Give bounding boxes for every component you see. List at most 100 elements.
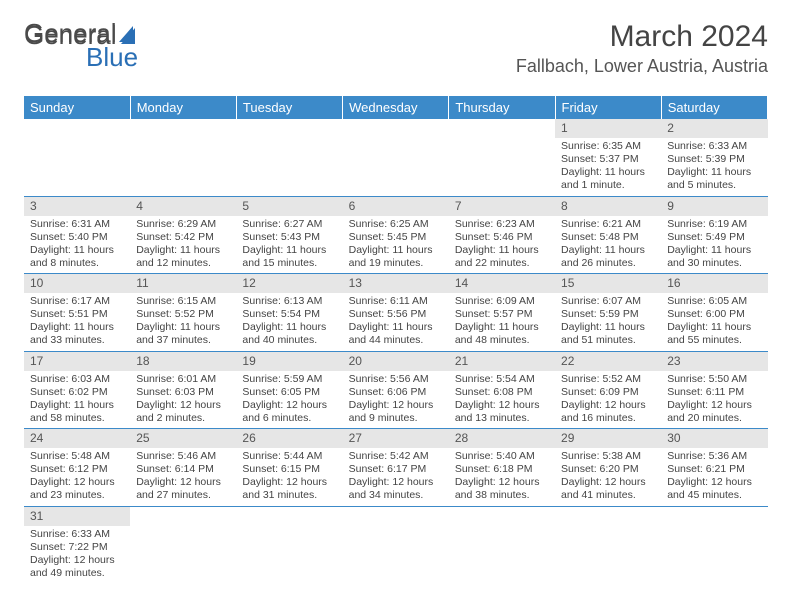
daylight-text-1: Daylight: 11 hours xyxy=(30,244,124,257)
daylight-text-1: Daylight: 12 hours xyxy=(349,476,443,489)
daylight-text-1: Daylight: 11 hours xyxy=(349,244,443,257)
daylight-text-1: Daylight: 11 hours xyxy=(30,321,124,334)
day-details-cell: Sunrise: 6:29 AMSunset: 5:42 PMDaylight:… xyxy=(130,216,236,274)
day-details-cell: Sunrise: 5:48 AMSunset: 6:12 PMDaylight:… xyxy=(24,448,130,506)
brand-text-2: Blue xyxy=(24,46,138,69)
day-details-cell xyxy=(130,138,236,196)
daynum-row: 12 xyxy=(24,119,768,138)
day-details-cell: Sunrise: 6:09 AMSunset: 5:57 PMDaylight:… xyxy=(449,293,555,351)
sunset-text: Sunset: 6:20 PM xyxy=(561,463,655,476)
daylight-text-2: and 13 minutes. xyxy=(455,412,549,425)
daylight-text-2: and 48 minutes. xyxy=(455,334,549,347)
sunrise-text: Sunrise: 6:05 AM xyxy=(667,295,761,308)
day-number-cell: 31 xyxy=(24,506,130,526)
daylight-text-2: and 40 minutes. xyxy=(242,334,336,347)
day-details-cell xyxy=(236,526,342,584)
sunrise-text: Sunrise: 5:38 AM xyxy=(561,450,655,463)
day-number-cell xyxy=(236,506,342,526)
day-details-cell: Sunrise: 5:40 AMSunset: 6:18 PMDaylight:… xyxy=(449,448,555,506)
day-number-cell xyxy=(343,119,449,138)
daylight-text-1: Daylight: 11 hours xyxy=(349,321,443,334)
daylight-text-2: and 31 minutes. xyxy=(242,489,336,502)
sunrise-text: Sunrise: 5:50 AM xyxy=(667,373,761,386)
daylight-text-2: and 15 minutes. xyxy=(242,257,336,270)
day-details-cell: Sunrise: 5:59 AMSunset: 6:05 PMDaylight:… xyxy=(236,371,342,429)
sunset-text: Sunset: 5:51 PM xyxy=(30,308,124,321)
weekday-header: Sunday xyxy=(24,96,130,119)
daylight-text-2: and 38 minutes. xyxy=(455,489,549,502)
daynum-row: 24252627282930 xyxy=(24,429,768,449)
day-details-cell: Sunrise: 5:36 AMSunset: 6:21 PMDaylight:… xyxy=(661,448,767,506)
sunset-text: Sunset: 6:21 PM xyxy=(667,463,761,476)
day-details-cell xyxy=(236,138,342,196)
daynum-row: 17181920212223 xyxy=(24,351,768,371)
sunset-text: Sunset: 5:57 PM xyxy=(455,308,549,321)
daylight-text-2: and 23 minutes. xyxy=(30,489,124,502)
day-number-cell: 26 xyxy=(236,429,342,449)
daylight-text-2: and 12 minutes. xyxy=(136,257,230,270)
day-details-cell: Sunrise: 5:38 AMSunset: 6:20 PMDaylight:… xyxy=(555,448,661,506)
day-details-cell: Sunrise: 6:33 AMSunset: 7:22 PMDaylight:… xyxy=(24,526,130,584)
day-number-cell: 2 xyxy=(661,119,767,138)
day-details-cell: Sunrise: 6:05 AMSunset: 6:00 PMDaylight:… xyxy=(661,293,767,351)
daylight-text-1: Daylight: 11 hours xyxy=(242,321,336,334)
sunrise-text: Sunrise: 6:15 AM xyxy=(136,295,230,308)
sunset-text: Sunset: 6:05 PM xyxy=(242,386,336,399)
sunset-text: Sunset: 5:49 PM xyxy=(667,231,761,244)
sunrise-text: Sunrise: 6:21 AM xyxy=(561,218,655,231)
day-number-cell xyxy=(130,506,236,526)
day-number-cell: 10 xyxy=(24,274,130,294)
daylight-text-2: and 55 minutes. xyxy=(667,334,761,347)
day-details-cell xyxy=(130,526,236,584)
day-number-cell: 13 xyxy=(343,274,449,294)
day-details-cell xyxy=(449,138,555,196)
day-details-cell: Sunrise: 6:19 AMSunset: 5:49 PMDaylight:… xyxy=(661,216,767,274)
day-details-cell: Sunrise: 6:21 AMSunset: 5:48 PMDaylight:… xyxy=(555,216,661,274)
daylight-text-1: Daylight: 12 hours xyxy=(455,399,549,412)
details-row: Sunrise: 6:33 AMSunset: 7:22 PMDaylight:… xyxy=(24,526,768,584)
sunset-text: Sunset: 5:43 PM xyxy=(242,231,336,244)
sunset-text: Sunset: 6:17 PM xyxy=(349,463,443,476)
sunset-text: Sunset: 5:42 PM xyxy=(136,231,230,244)
daylight-text-2: and 9 minutes. xyxy=(349,412,443,425)
sunset-text: Sunset: 5:52 PM xyxy=(136,308,230,321)
day-details-cell xyxy=(449,526,555,584)
day-number-cell: 15 xyxy=(555,274,661,294)
weekday-header-row: Sunday Monday Tuesday Wednesday Thursday… xyxy=(24,96,768,119)
sunset-text: Sunset: 6:18 PM xyxy=(455,463,549,476)
sunrise-text: Sunrise: 6:07 AM xyxy=(561,295,655,308)
day-details-cell: Sunrise: 5:52 AMSunset: 6:09 PMDaylight:… xyxy=(555,371,661,429)
day-number-cell xyxy=(130,119,236,138)
daylight-text-1: Daylight: 12 hours xyxy=(667,399,761,412)
sunrise-text: Sunrise: 5:36 AM xyxy=(667,450,761,463)
details-row: Sunrise: 6:17 AMSunset: 5:51 PMDaylight:… xyxy=(24,293,768,351)
day-details-cell: Sunrise: 6:25 AMSunset: 5:45 PMDaylight:… xyxy=(343,216,449,274)
daylight-text-2: and 6 minutes. xyxy=(242,412,336,425)
daylight-text-1: Daylight: 11 hours xyxy=(667,244,761,257)
day-number-cell: 7 xyxy=(449,196,555,216)
sunrise-text: Sunrise: 6:27 AM xyxy=(242,218,336,231)
day-number-cell: 8 xyxy=(555,196,661,216)
weekday-header: Tuesday xyxy=(236,96,342,119)
sunset-text: Sunset: 7:22 PM xyxy=(30,541,124,554)
day-details-cell: Sunrise: 6:07 AMSunset: 5:59 PMDaylight:… xyxy=(555,293,661,351)
daylight-text-2: and 37 minutes. xyxy=(136,334,230,347)
sunrise-text: Sunrise: 5:59 AM xyxy=(242,373,336,386)
sunset-text: Sunset: 6:09 PM xyxy=(561,386,655,399)
sunrise-text: Sunrise: 6:03 AM xyxy=(30,373,124,386)
day-number-cell xyxy=(661,506,767,526)
daylight-text-1: Daylight: 12 hours xyxy=(30,476,124,489)
sunrise-text: Sunrise: 5:54 AM xyxy=(455,373,549,386)
day-details-cell: Sunrise: 6:23 AMSunset: 5:46 PMDaylight:… xyxy=(449,216,555,274)
day-details-cell: Sunrise: 5:42 AMSunset: 6:17 PMDaylight:… xyxy=(343,448,449,506)
daylight-text-1: Daylight: 11 hours xyxy=(136,321,230,334)
daylight-text-1: Daylight: 12 hours xyxy=(136,476,230,489)
sunset-text: Sunset: 5:54 PM xyxy=(242,308,336,321)
sunrise-text: Sunrise: 5:40 AM xyxy=(455,450,549,463)
daynum-row: 3456789 xyxy=(24,196,768,216)
day-number-cell: 16 xyxy=(661,274,767,294)
daylight-text-2: and 19 minutes. xyxy=(349,257,443,270)
calendar-body: 12 Sunrise: 6:35 AMSunset: 5:37 PMDaylig… xyxy=(24,119,768,583)
sunset-text: Sunset: 5:39 PM xyxy=(667,153,761,166)
day-number-cell: 30 xyxy=(661,429,767,449)
